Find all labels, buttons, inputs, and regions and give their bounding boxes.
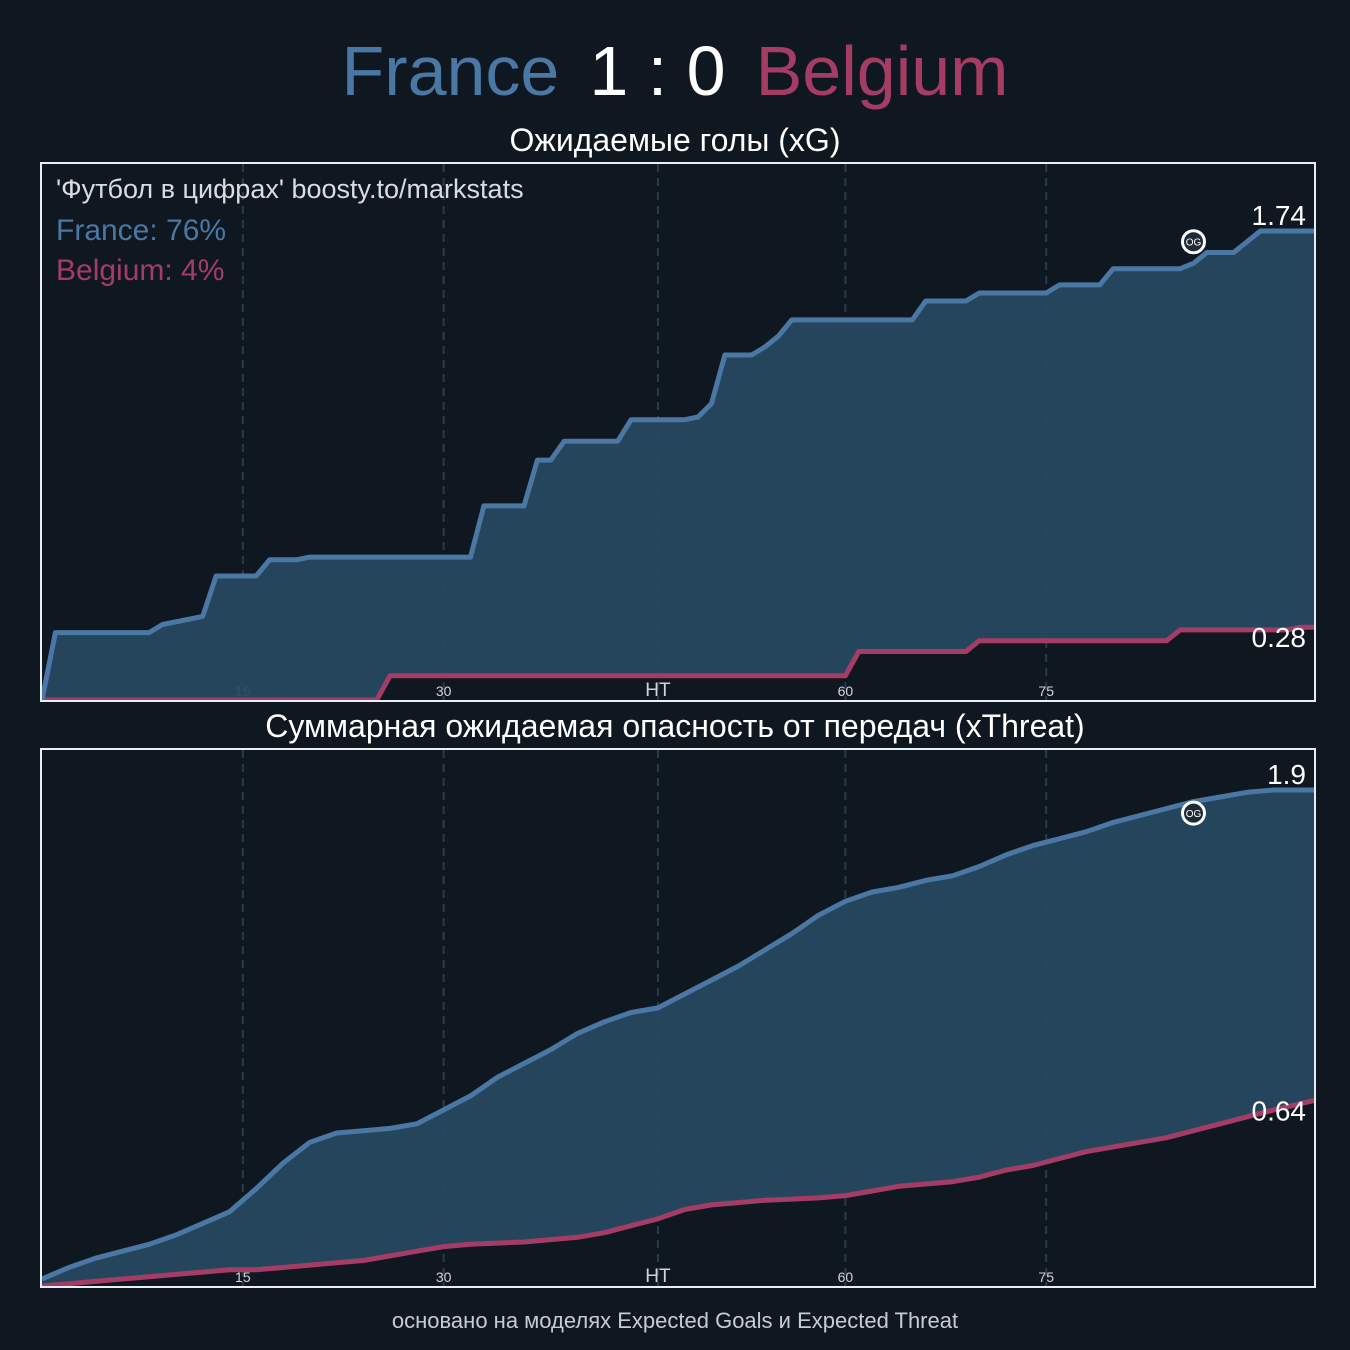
away-win-probability: Belgium: 4% xyxy=(56,254,225,287)
final-label-france: 1.9 xyxy=(1267,759,1306,790)
xg-chart-title: Ожидаемые голы (xG) xyxy=(509,122,841,158)
away-team-name: Belgium xyxy=(755,32,1009,110)
series-line-france xyxy=(42,787,1314,1282)
tick-label-60: 60 xyxy=(838,683,854,699)
final-label-belgium: 0.64 xyxy=(1252,1096,1307,1127)
tick-label-60: 60 xyxy=(838,1269,854,1285)
series-line-belgium xyxy=(42,1098,1314,1286)
goal-marker-label: OG xyxy=(1186,238,1202,249)
match-header: France 1 : 0 Belgium xyxy=(0,28,1350,114)
match-score: 1 : 0 xyxy=(589,32,726,110)
tick-label-75: 75 xyxy=(1038,1269,1054,1285)
tick-label-75: 75 xyxy=(1038,683,1054,699)
final-label-belgium: 0.28 xyxy=(1252,622,1307,653)
goal-marker xyxy=(1180,229,1206,255)
tick-label-HT: HT xyxy=(645,1266,671,1286)
between-area xyxy=(42,231,1314,700)
between-area xyxy=(42,790,1314,1286)
footer-note: основано на моделях Expected Goals и Exp… xyxy=(391,1308,959,1333)
home-win-probability: France: 76% xyxy=(56,214,227,247)
series-line-belgium xyxy=(42,624,1314,700)
goal-marker-label: OG xyxy=(1186,809,1202,820)
tick-label-15: 15 xyxy=(235,1269,251,1285)
goal-marker xyxy=(1180,800,1206,826)
xthreat-chart: 15 30 HT 60 75 1.9 0.64 OG xyxy=(42,750,1314,1286)
tick-label-30: 30 xyxy=(436,1269,452,1285)
tick-label-30: 30 xyxy=(436,683,452,699)
final-label-france: 1.74 xyxy=(1252,200,1307,231)
series-line-france xyxy=(42,228,1314,700)
xthreat-chart-panel: 15 30 HT 60 75 1.9 0.64 OG xyxy=(40,748,1316,1288)
tick-label-HT: HT xyxy=(645,680,671,700)
xthreat-chart-title: Суммарная ожидаемая опасность от передач… xyxy=(265,708,1085,744)
home-team-name: France xyxy=(341,32,560,110)
credit-text: 'Футбол в цифрах' boosty.to/markstats xyxy=(56,174,524,204)
